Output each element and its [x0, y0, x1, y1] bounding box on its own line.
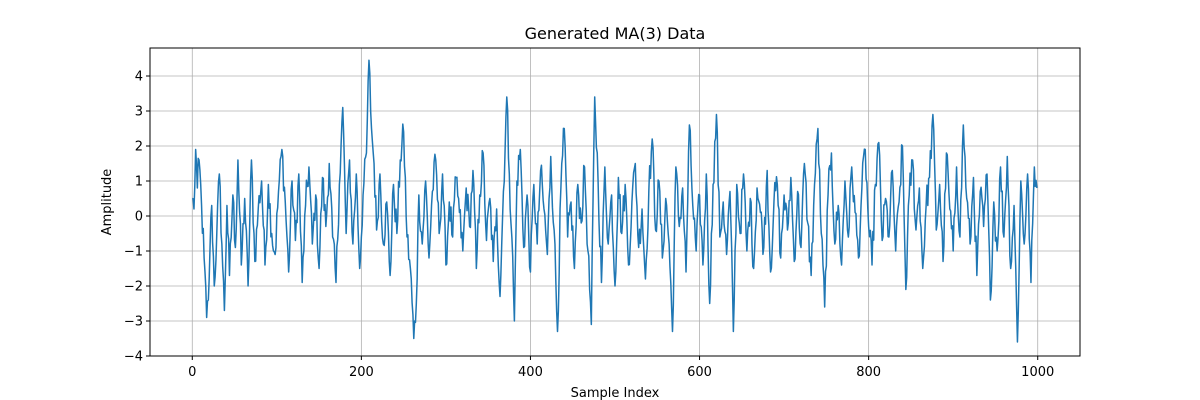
- y-tick-label-0: −4: [124, 350, 143, 365]
- y-tick-label-8: 4: [135, 70, 143, 85]
- tick-layer: 0 200 400 600 800 1000 −4 −3 −2 −1 0 1 2 3 4: [124, 70, 1054, 381]
- y-tick-label-4: 0: [135, 210, 143, 225]
- y-tick-label-6: 2: [135, 140, 143, 155]
- y-tick-label-1: −3: [124, 315, 143, 330]
- axes-frame: [149, 47, 1081, 357]
- x-tick-label-2: 400: [518, 365, 543, 380]
- y-axis-label: Amplitude: [100, 169, 115, 236]
- x-axis-label: Sample Index: [571, 386, 660, 400]
- y-tick-label-7: 3: [135, 105, 143, 120]
- x-tick-label-0: 0: [188, 365, 196, 380]
- series-line-0: [191, 59, 1038, 343]
- x-tick-label-1: 200: [349, 365, 374, 380]
- x-tick-label-5: 1000: [1021, 365, 1054, 380]
- series-layer: [191, 59, 1038, 343]
- y-tick-label-3: −1: [124, 245, 143, 260]
- x-tick-label-4: 800: [856, 365, 881, 380]
- y-tick-label-2: −2: [124, 280, 143, 295]
- x-tick-label-3: 600: [687, 365, 712, 380]
- chart-title: Generated MA(3) Data: [525, 24, 706, 43]
- y-tick-label-5: 1: [135, 175, 143, 190]
